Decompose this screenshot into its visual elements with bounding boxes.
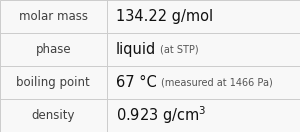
Text: phase: phase — [35, 43, 71, 56]
Text: molar mass: molar mass — [19, 10, 88, 23]
Text: 0.923 g/cm$^3$: 0.923 g/cm$^3$ — [116, 105, 206, 126]
Text: 67 °C: 67 °C — [116, 75, 156, 90]
Text: density: density — [32, 109, 75, 122]
Text: (at STP): (at STP) — [160, 44, 199, 55]
Text: boiling point: boiling point — [16, 76, 90, 89]
Text: 134.22 g/mol: 134.22 g/mol — [116, 9, 213, 24]
Text: (measured at 1466 Pa): (measured at 1466 Pa) — [161, 77, 272, 88]
Text: liquid: liquid — [116, 42, 156, 57]
